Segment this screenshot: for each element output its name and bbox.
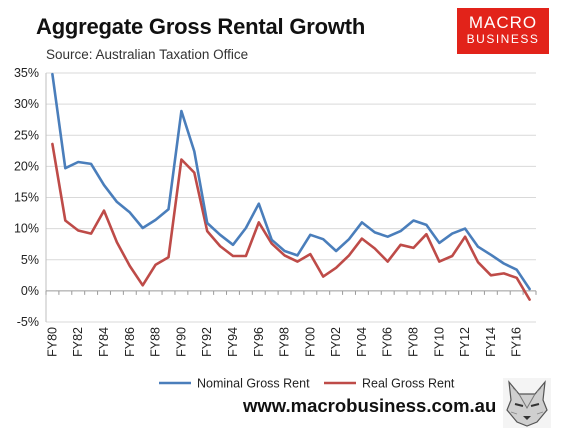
- real-gross-rent-legend-label: Real Gross Rent: [362, 377, 455, 391]
- x-axis: FY80 FY82 FY84 FY86 FY88 FY90 FY92 FY94 FY96 FY98…: [45, 290, 537, 357]
- x-tick-label: FY90: [174, 327, 188, 357]
- series-lines: [51, 72, 531, 301]
- legend: Nominal Gross Rent Real Gross Rent: [159, 377, 455, 391]
- y-tick-label: 5%: [21, 253, 39, 267]
- real-gross-rent-line: [51, 142, 531, 301]
- x-tick-label: FY84: [97, 327, 111, 357]
- y-tick-label: 35%: [14, 66, 39, 80]
- x-tick-label: FY16: [510, 327, 524, 357]
- x-tick-label: FY92: [200, 327, 214, 357]
- gridlines: [45, 72, 536, 323]
- y-tick-label: 30%: [14, 97, 39, 111]
- x-tick-label: FY14: [484, 327, 498, 357]
- y-tick-label: 10%: [14, 222, 39, 236]
- x-tick-label: FY00: [303, 327, 317, 357]
- y-tick-label: -5%: [17, 315, 39, 329]
- x-tick-label: FY86: [123, 327, 137, 357]
- nominal-gross-rent-legend-label: Nominal Gross Rent: [197, 377, 310, 391]
- wolf-mascot-icon: [503, 378, 551, 428]
- y-tick-label: 25%: [14, 128, 39, 142]
- x-tick-label: FY96: [252, 327, 266, 357]
- y-tick-label: 15%: [14, 191, 39, 205]
- x-tick-label: FY94: [226, 327, 240, 357]
- macrobusiness-logo: MACRO BUSINESS: [457, 8, 549, 54]
- x-tick-label: FY02: [329, 327, 343, 357]
- logo-line-2: BUSINESS: [466, 32, 540, 46]
- x-tick-label: FY88: [149, 327, 163, 357]
- x-tick-label: FY12: [458, 327, 472, 357]
- chart-source: Source: Australian Taxation Office: [46, 47, 249, 62]
- x-tick-label: FY80: [45, 327, 59, 357]
- x-tick-label: FY82: [71, 327, 85, 357]
- x-tick-label: FY04: [355, 327, 369, 357]
- nominal-gross-rent-line: [51, 72, 531, 291]
- website-url: www.macrobusiness.com.au: [243, 395, 497, 416]
- x-tick-label: FY06: [381, 327, 395, 357]
- chart-title: Aggregate Gross Rental Growth: [36, 14, 366, 39]
- x-tick-label: FY98: [278, 327, 292, 357]
- y-tick-label: 0%: [21, 284, 39, 298]
- x-tick-label: FY10: [432, 327, 446, 357]
- y-tick-label: 20%: [14, 159, 39, 173]
- logo-line-1: MACRO: [468, 13, 538, 32]
- y-axis-ticks: 35% 30% 25% 20% 15% 10% 5% 0% -5%: [14, 66, 39, 329]
- x-tick-label: FY08: [407, 327, 421, 357]
